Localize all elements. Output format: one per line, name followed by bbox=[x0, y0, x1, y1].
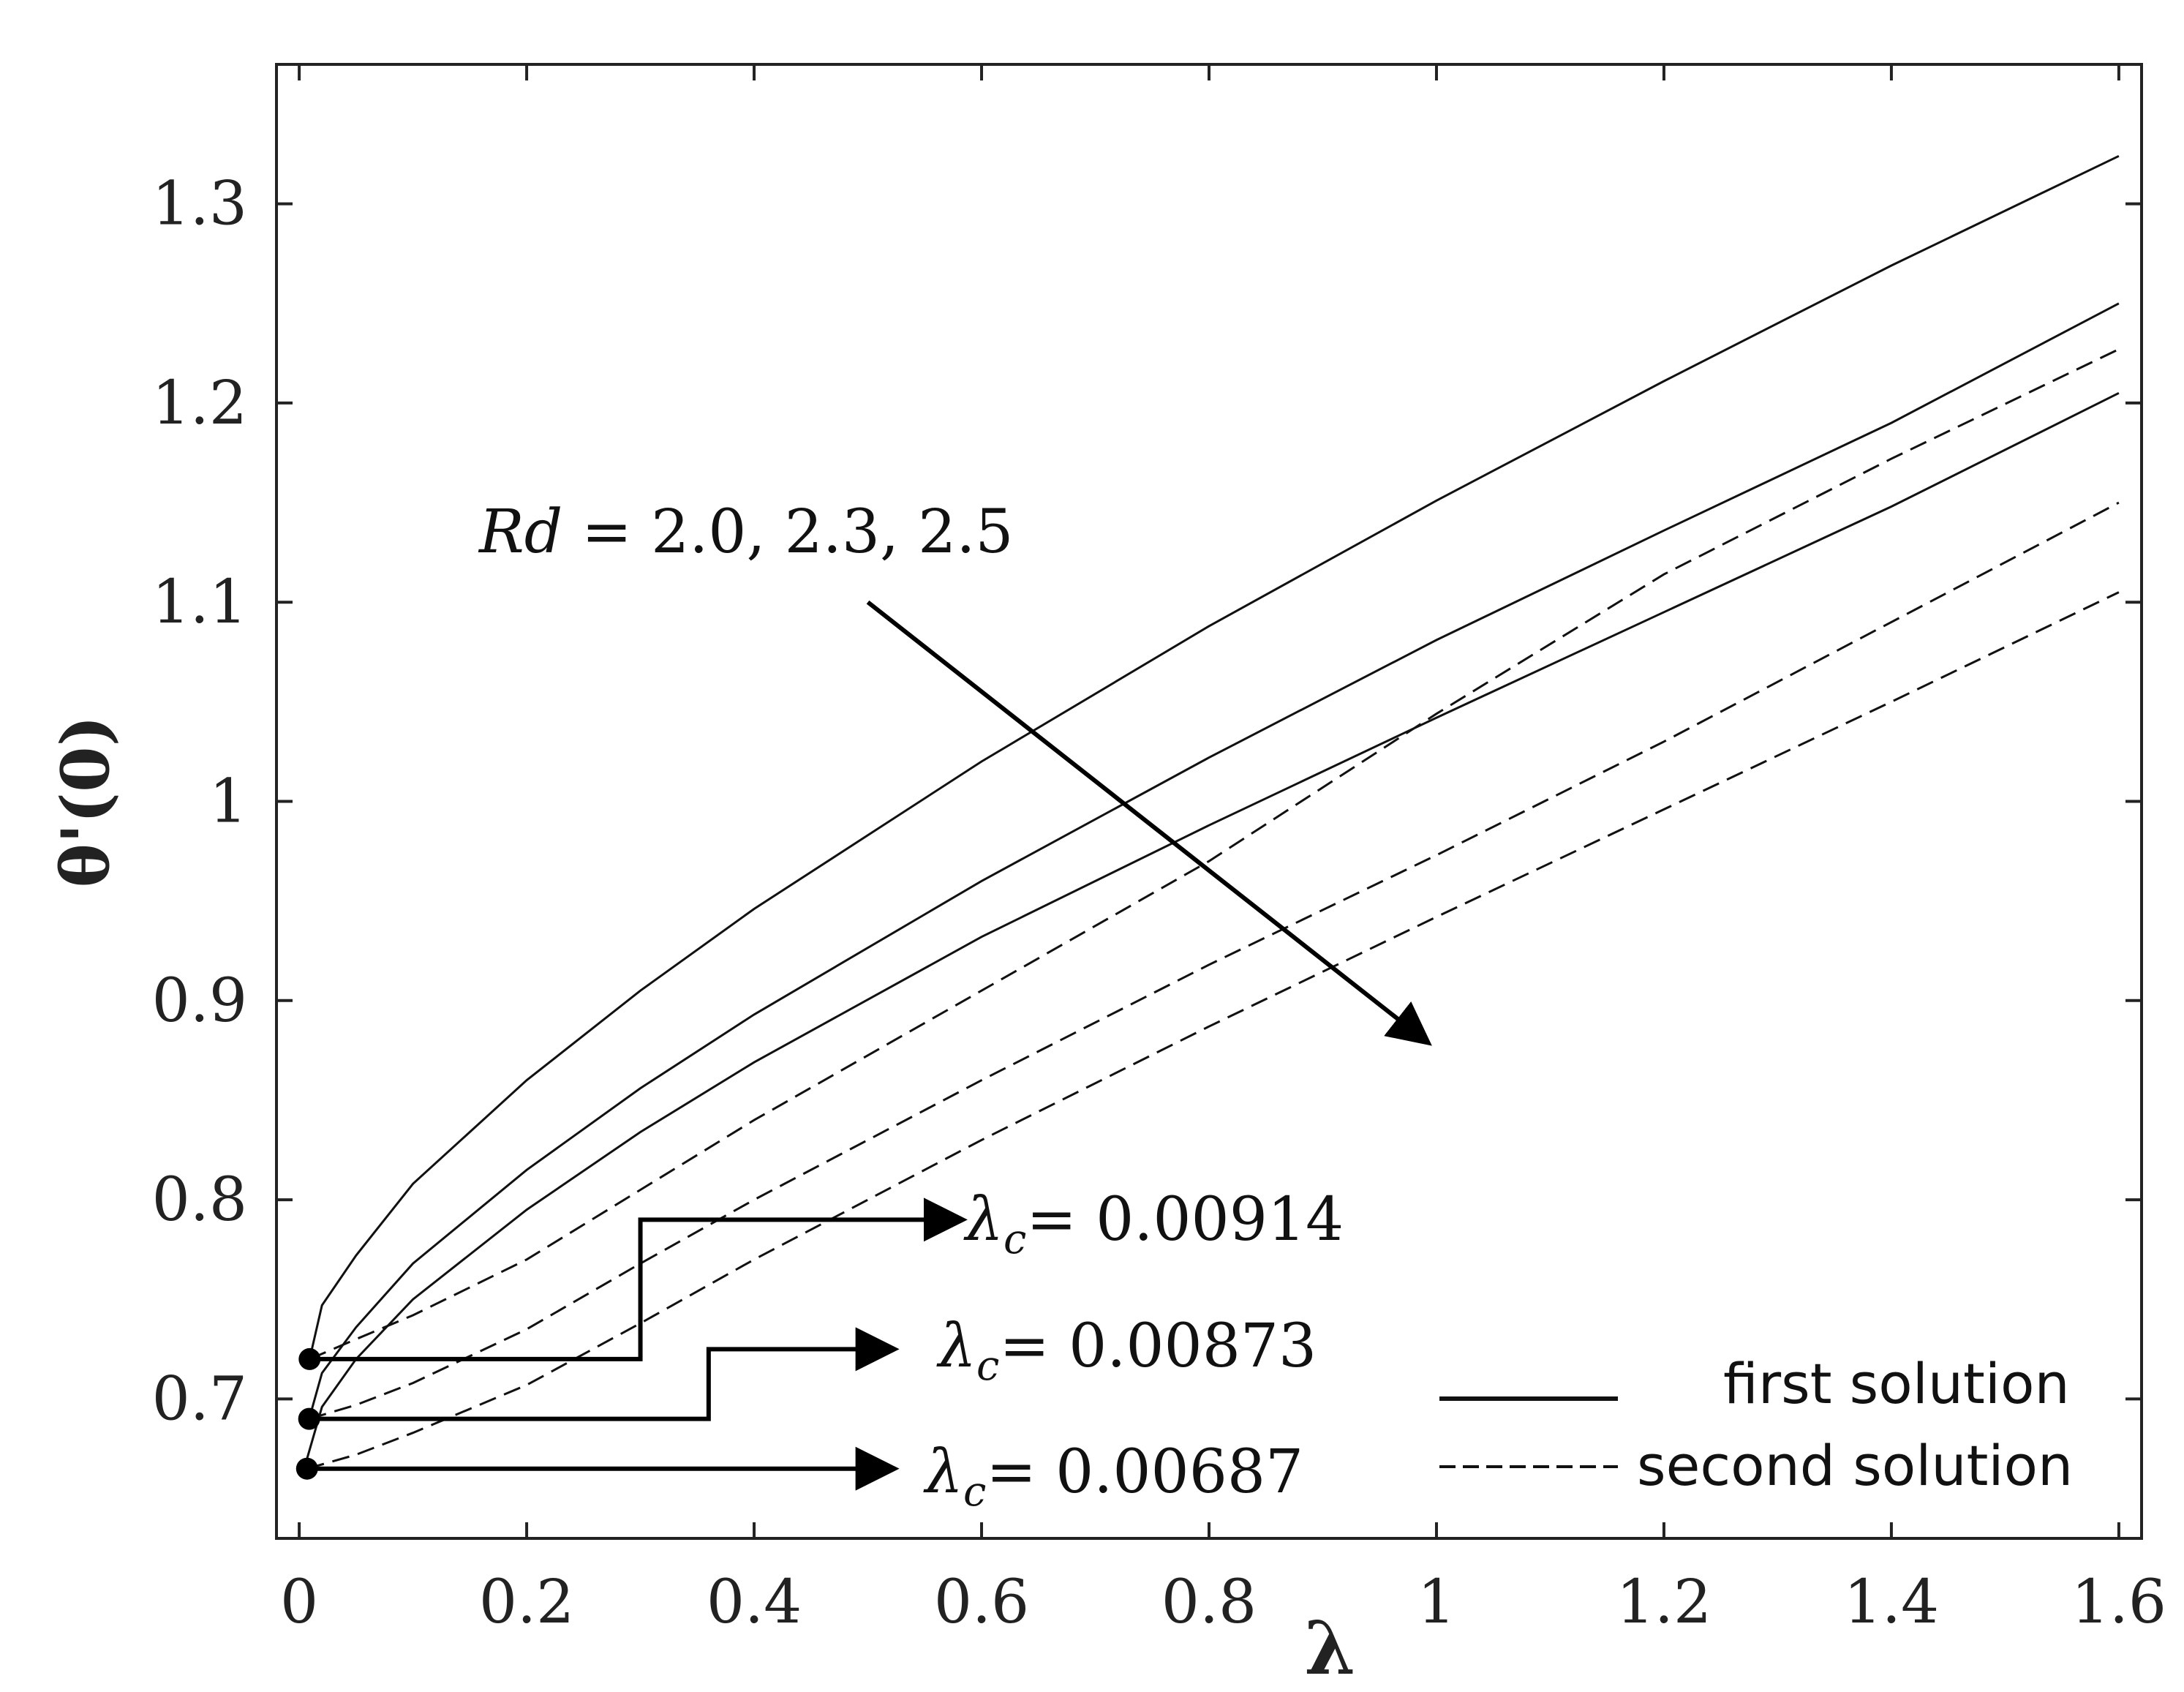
lambda-value: = 0.00687 bbox=[986, 1437, 1303, 1507]
tick-labels-group: 0 0.2 0.4 0.6 0.8 1 1.2 1.4 1.6 0.7 0.8 0.9 1 1.1 1.2 1… bbox=[152, 170, 2167, 1637]
critical-connectors-group bbox=[306, 1197, 968, 1491]
x-tick-label: 0.8 bbox=[1161, 1568, 1257, 1637]
x-tick-label: 1.2 bbox=[1616, 1568, 1712, 1637]
legend-label-second: second solution bbox=[1637, 1433, 2073, 1498]
critical-labels-group: λc= 0.00914 λc= 0.00873 λc= 0.00687 bbox=[923, 1185, 1344, 1516]
curves-group bbox=[306, 154, 2120, 1470]
lambda-value: = 0.00873 bbox=[999, 1312, 1317, 1381]
lambda-subscript: c bbox=[963, 1468, 986, 1516]
x-tick-label: 1.6 bbox=[2071, 1568, 2166, 1637]
rd-annotation: Rd = 2.0, 2.3, 2.5 bbox=[478, 497, 1432, 1046]
x-tick-label: 0.6 bbox=[934, 1568, 1029, 1637]
y-tick-label: 1.2 bbox=[152, 369, 247, 438]
critical-label-0914: λc= 0.00914 bbox=[963, 1185, 1344, 1263]
critical-point-dot-0 bbox=[298, 1347, 321, 1370]
second-solution-curve-3 bbox=[309, 348, 2120, 1361]
lambda-value: = 0.00914 bbox=[1026, 1185, 1344, 1255]
lambda-subscript: c bbox=[976, 1342, 999, 1390]
y-tick-label: 0.7 bbox=[152, 1364, 247, 1434]
x-tick-label: 1 bbox=[1417, 1568, 1456, 1637]
y-tick-label: 1.3 bbox=[152, 170, 247, 239]
lambda-symbol: λ bbox=[923, 1437, 963, 1507]
lambda-symbol: λ bbox=[936, 1312, 976, 1381]
critical-points-group bbox=[295, 1347, 321, 1480]
rd-annotation-label: Rd = 2.0, 2.3, 2.5 bbox=[478, 497, 1014, 567]
first-solution-curve-1 bbox=[308, 302, 2120, 1420]
y-tick-label: 1 bbox=[209, 767, 247, 837]
y-tick-label: 0.9 bbox=[152, 966, 247, 1036]
critical-point-dot-2 bbox=[295, 1457, 318, 1480]
critical-connector-arrow-1 bbox=[309, 1327, 900, 1421]
x-axis-title: λ bbox=[1304, 1605, 1355, 1691]
rd-arrow bbox=[866, 600, 1432, 1046]
rd-values: = 2.0, 2.3, 2.5 bbox=[562, 497, 1013, 567]
second-solution-curve-4 bbox=[309, 501, 2120, 1421]
critical-point-dot-1 bbox=[298, 1407, 320, 1430]
y-tick-label: 0.8 bbox=[152, 1165, 247, 1235]
legend: first solution second solution bbox=[1439, 1351, 2073, 1498]
lambda-subscript: c bbox=[1003, 1216, 1026, 1263]
lambda-symbol: λ bbox=[963, 1185, 1003, 1255]
legend-label-first: first solution bbox=[1723, 1351, 2070, 1416]
ticks-group bbox=[276, 64, 2142, 1538]
x-tick-label: 0 bbox=[280, 1568, 318, 1637]
x-tick-label: 0.4 bbox=[707, 1568, 802, 1637]
x-tick-label: 0.2 bbox=[479, 1568, 574, 1637]
first-solution-curve-0 bbox=[308, 154, 2120, 1360]
critical-connector-arrow-0 bbox=[309, 1197, 968, 1361]
rd-symbol: Rd bbox=[478, 497, 562, 567]
critical-label-0873: λc= 0.00873 bbox=[936, 1312, 1317, 1390]
y-tick-label: 1.1 bbox=[152, 568, 247, 637]
y-axis-title: θ'(0) bbox=[47, 715, 124, 887]
critical-label-0687: λc= 0.00687 bbox=[923, 1437, 1303, 1516]
x-tick-label: 1.4 bbox=[1844, 1568, 1939, 1637]
